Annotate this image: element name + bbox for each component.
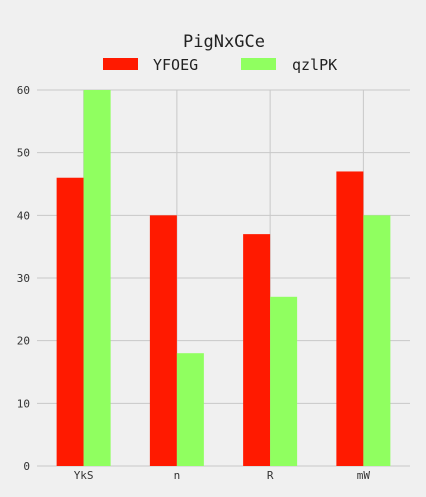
bar-yfoeg-yks — [56, 177, 84, 466]
x-tick-label: mW — [357, 469, 371, 482]
bar-qzlpk-mw — [363, 215, 391, 466]
chart-title: PigNxGCe — [183, 32, 265, 52]
y-tick-label: 30 — [17, 272, 30, 285]
legend-label-qzlpk: qzlPK — [292, 56, 337, 74]
x-tick-label: YkS — [74, 469, 94, 482]
y-axis-ticks: 0 10 20 30 40 50 60 — [17, 84, 30, 473]
y-tick-label: 60 — [17, 84, 30, 97]
legend-swatch-qzlpk — [241, 58, 276, 70]
bar-qzlpk-r — [270, 296, 298, 466]
x-tick-label: R — [267, 469, 274, 482]
y-tick-label: 20 — [17, 335, 30, 348]
bar-yfoeg-r — [243, 234, 271, 466]
y-tick-label: 10 — [17, 397, 30, 410]
y-tick-label: 0 — [23, 460, 30, 473]
x-tick-label: n — [174, 469, 181, 482]
legend-swatch-yfoeg — [103, 58, 138, 70]
y-tick-label: 40 — [17, 209, 30, 222]
legend: YFOEG qzlPK — [103, 56, 337, 74]
bar-qzlpk-n — [176, 353, 204, 466]
bar-yfoeg-n — [149, 215, 177, 466]
bar-yfoeg-mw — [336, 171, 364, 466]
bars — [56, 90, 391, 466]
legend-label-yfoeg: YFOEG — [153, 56, 198, 74]
y-tick-label: 50 — [17, 147, 30, 160]
bar-qzlpk-yks — [83, 90, 111, 466]
